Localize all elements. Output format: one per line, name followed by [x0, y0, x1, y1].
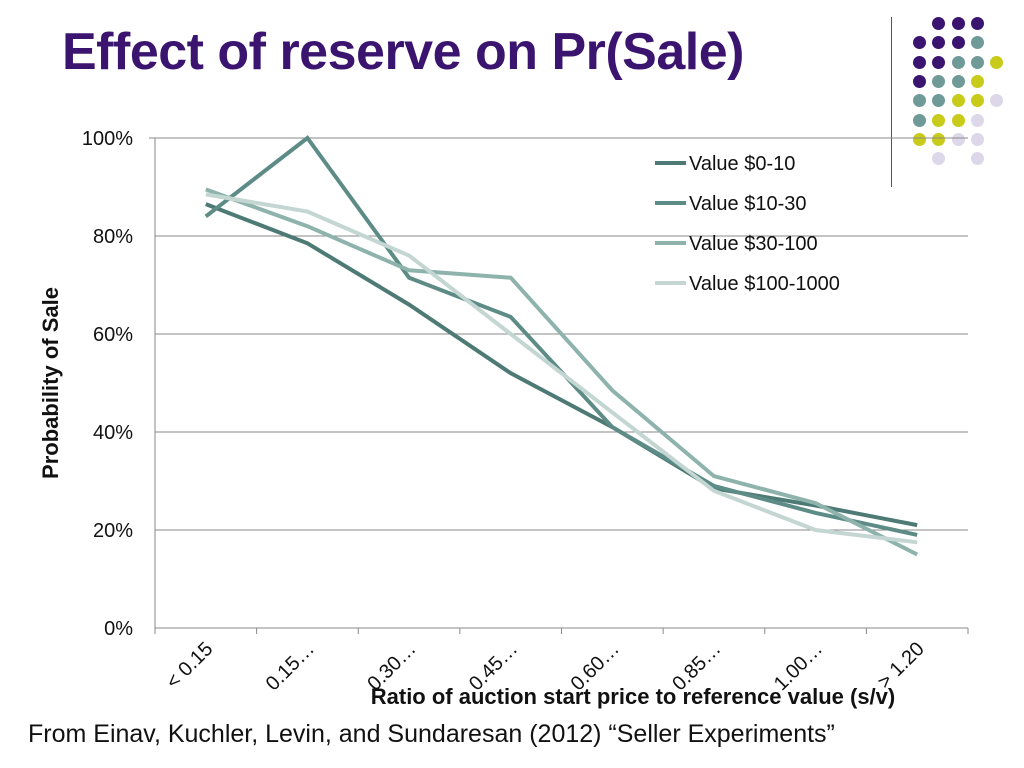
decor-dot: [932, 132, 946, 146]
decor-dot: [913, 74, 926, 88]
decor-dot: [932, 94, 946, 108]
y-tick-label: 20%: [93, 520, 133, 542]
decor-dot: [951, 17, 965, 30]
decor-dot: [913, 113, 926, 127]
decor-dot: [951, 74, 965, 88]
y-tick-label: 80%: [93, 226, 133, 248]
y-tick-label: 40%: [93, 422, 133, 444]
legend-label: Value $100-1000: [689, 273, 840, 295]
x-tick-label: < 0.15: [162, 638, 217, 693]
x-tick-label: 0.15…: [262, 638, 319, 695]
decor-divider: [891, 17, 892, 187]
decor-dot: [970, 113, 984, 127]
slide-title: Effect of reserve on Pr(Sale): [62, 23, 744, 81]
decor-dot: [932, 55, 946, 69]
decor-dot: [970, 94, 984, 108]
series-line: [205, 187, 919, 557]
decor-dot: [951, 55, 965, 69]
decor-dot: [970, 55, 984, 69]
decor-dot: [951, 132, 965, 146]
decor-dot: [970, 74, 984, 88]
decor-dot: [970, 132, 984, 146]
y-axis-title: Probability of Sale: [38, 287, 63, 479]
decor-dot: [951, 36, 965, 50]
decor-dot: [970, 152, 984, 166]
y-tick-label: 60%: [93, 324, 133, 346]
decor-dot: [932, 74, 946, 88]
decor-dot: [913, 55, 926, 69]
decor-dot: [970, 36, 984, 50]
decor-dot: [932, 113, 946, 127]
series-line: [205, 202, 918, 528]
decor-dot: [913, 94, 926, 108]
legend-label: Value $10-30: [689, 193, 807, 215]
decor-dot: [913, 36, 926, 50]
decor-dot: [932, 36, 946, 50]
decor-dot: [951, 94, 965, 108]
series-line: [205, 192, 918, 545]
x-axis-title: Ratio of auction start price to referenc…: [371, 684, 895, 709]
legend-label: Value $0-10: [689, 153, 795, 175]
decor-dot: [951, 113, 965, 127]
decor-dot: [970, 17, 984, 30]
decor-dot: [990, 55, 1004, 69]
decor-dot: [913, 132, 926, 146]
decor-dot: [990, 94, 1004, 108]
decor-dot: [932, 17, 946, 30]
y-tick-label: 0%: [104, 618, 133, 640]
legend-label: Value $30-100: [689, 233, 818, 255]
decor-dot: [932, 152, 946, 166]
y-tick-label: 100%: [82, 128, 133, 150]
source-caption: From Einav, Kuchler, Levin, and Sundares…: [28, 720, 835, 748]
